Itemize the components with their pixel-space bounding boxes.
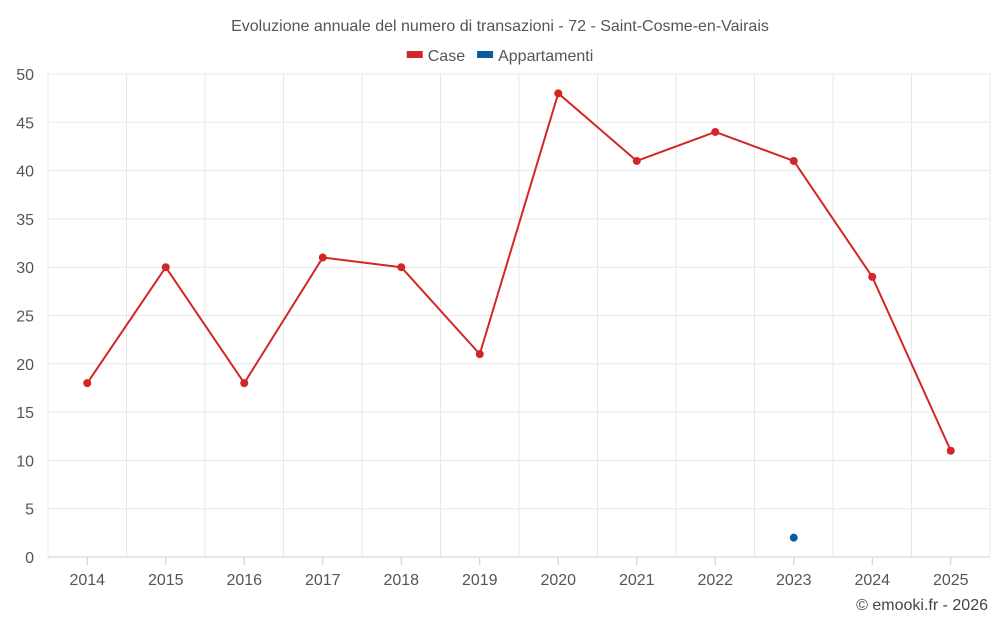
y-tick-label: 0 (25, 550, 34, 567)
x-tick-label: 2019 (462, 572, 498, 589)
legend-label-case[interactable]: Case (428, 48, 465, 65)
y-tick-label: 25 (16, 309, 34, 326)
x-tick-label: 2014 (69, 572, 105, 589)
credit-text: © emooki.fr - 2026 (856, 597, 988, 614)
data-point-case[interactable] (83, 379, 92, 388)
data-point-case[interactable] (789, 156, 798, 165)
chart-title: Evoluzione annuale del numero di transaz… (231, 18, 769, 35)
x-axis: 2014 2015 2016 2017 2018 2019 2020 2021 2022 2023… (48, 556, 990, 589)
x-tick-label: 2020 (540, 572, 576, 589)
y-tick-label: 20 (16, 357, 34, 374)
data-point-case[interactable] (554, 89, 563, 98)
data-point-case[interactable] (318, 253, 327, 262)
y-tick-label: 15 (16, 405, 34, 422)
data-point-case[interactable] (946, 446, 955, 455)
data-point-case[interactable] (240, 379, 249, 388)
y-tick-label: 35 (16, 212, 34, 229)
legend-swatch (406, 51, 423, 58)
x-tick-label: 2017 (305, 572, 341, 589)
x-tick-label: 2024 (854, 572, 890, 589)
y-axis: 0 5 10 15 20 25 30 35 40 45 50 (16, 67, 34, 567)
y-tick-label: 30 (16, 260, 34, 277)
data-point-case[interactable] (161, 263, 170, 272)
legend-swatch (477, 51, 494, 58)
y-tick-label: 40 (16, 164, 34, 181)
y-tick-label: 45 (16, 115, 34, 132)
y-tick-label: 50 (16, 67, 34, 84)
x-tick-label: 2016 (226, 572, 262, 589)
y-tick-label: 10 (16, 453, 34, 470)
x-tick-label: 2022 (697, 572, 733, 589)
x-tick-label: 2015 (148, 572, 184, 589)
x-tick-label: 2021 (619, 572, 655, 589)
data-point-case[interactable] (632, 156, 641, 165)
plot-area (83, 89, 955, 542)
legend-label-appartamenti[interactable]: Appartamenti (498, 48, 593, 65)
x-tick-label: 2023 (776, 572, 812, 589)
x-tick-label: 2025 (933, 572, 969, 589)
data-point-case[interactable] (397, 263, 406, 272)
series-line-case (86, 92, 952, 452)
data-point-appartamenti[interactable] (789, 533, 798, 542)
data-point-case[interactable] (711, 127, 720, 136)
data-point-case[interactable] (868, 272, 877, 281)
grid (47, 73, 991, 557)
x-tick-label: 2018 (383, 572, 419, 589)
y-tick-label: 5 (25, 502, 34, 519)
data-point-case[interactable] (475, 350, 484, 359)
legend: Case Appartamenti (406, 48, 593, 65)
